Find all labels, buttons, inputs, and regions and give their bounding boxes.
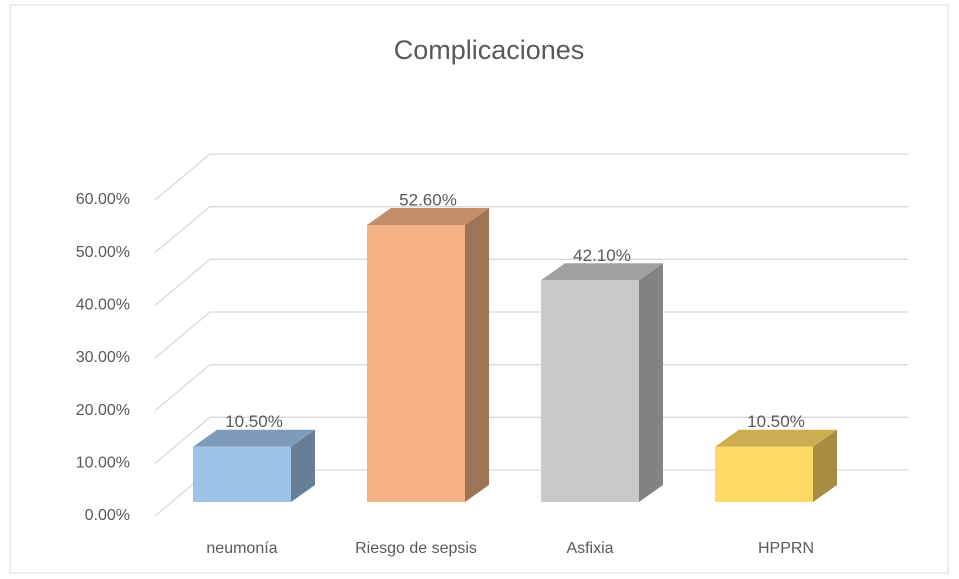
grid-line [154, 364, 908, 412]
y-tick-label: 20.00% [76, 402, 130, 419]
data-label: 42.10% [573, 246, 631, 265]
bar-top [367, 207, 489, 225]
bar-side [291, 429, 315, 502]
grid-line [154, 153, 908, 201]
x-tick-label: neumonía [206, 540, 277, 557]
bar-top [193, 429, 315, 447]
bar [193, 446, 291, 502]
bar [715, 446, 813, 502]
bar [541, 280, 639, 502]
data-label: 10.50% [747, 412, 805, 431]
bar [367, 224, 465, 502]
bar-top [715, 429, 837, 447]
data-label: 10.50% [225, 412, 283, 431]
y-tick-label: 60.00% [76, 191, 130, 208]
data-label: 52.60% [399, 190, 457, 209]
y-tick-label: 30.00% [76, 349, 130, 366]
bar-side [813, 429, 837, 502]
x-tick-label: Asfixia [566, 540, 613, 557]
bar-top [541, 263, 663, 281]
x-tick-label: Riesgo de sepsis [355, 540, 477, 557]
bar-side [639, 263, 663, 502]
grid-line [154, 311, 908, 359]
y-tick-label: 40.00% [76, 297, 130, 314]
grid-line [154, 206, 908, 254]
y-tick-label: 0.00% [85, 507, 130, 524]
y-tick-label: 50.00% [76, 244, 130, 261]
y-tick-label: 10.00% [76, 455, 130, 472]
grid-line [154, 416, 908, 464]
grid-line [154, 258, 908, 306]
x-tick-label: HPPRN [758, 540, 814, 557]
bar-side [465, 207, 489, 502]
chart-title: Complicaciones [394, 35, 585, 65]
